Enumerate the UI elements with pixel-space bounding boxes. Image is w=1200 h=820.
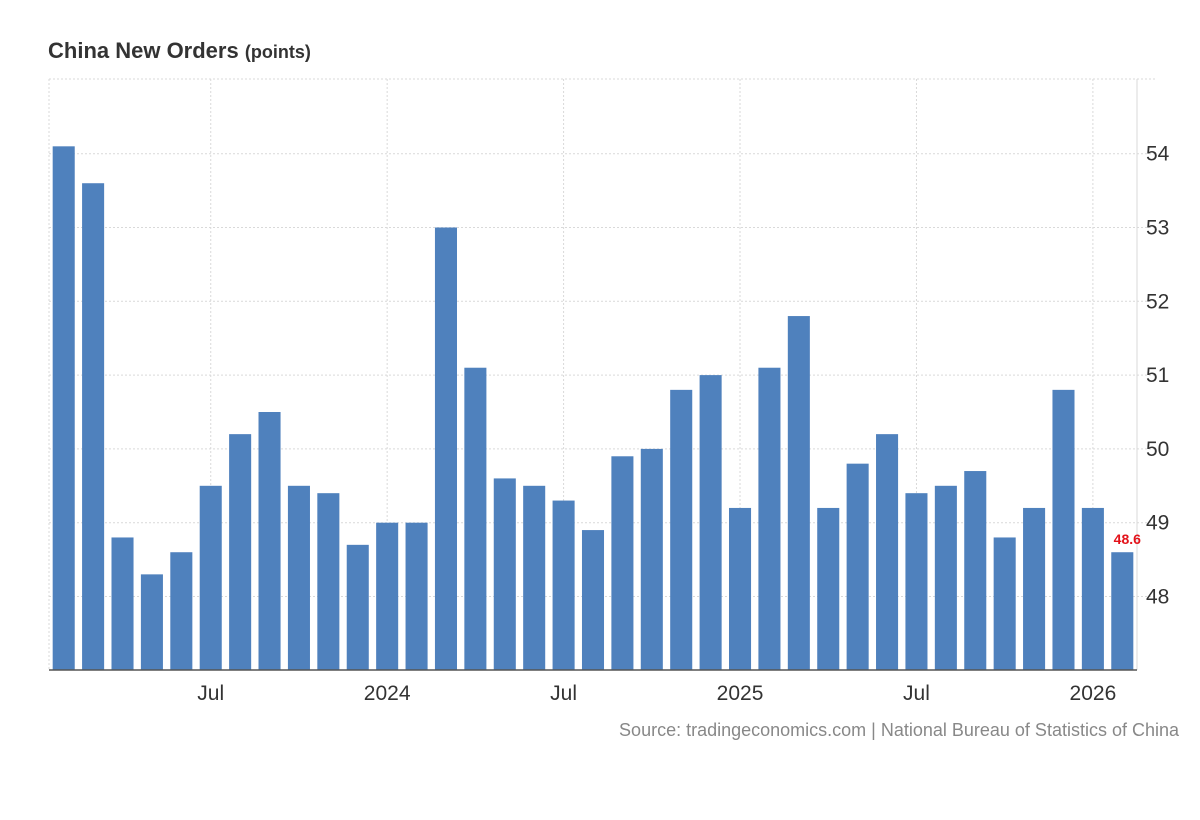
bar-nov-2023: [317, 493, 340, 670]
bar-feb-2023: [52, 146, 75, 670]
bar-nov-2024: [670, 389, 693, 670]
x-tick-label: 2026: [1070, 682, 1117, 705]
x-tick-label: Jul: [197, 682, 224, 705]
bar-jul-2024: [552, 500, 575, 670]
bar-sep-2024: [611, 456, 634, 670]
bar-feb-2024: [405, 522, 428, 670]
bar-oct-2025: [993, 537, 1016, 670]
bar-sep-2023: [258, 412, 281, 670]
y-tick-label: 54: [1146, 143, 1170, 166]
x-tick-label: Jul: [903, 682, 930, 705]
bar-jun-2025: [876, 434, 899, 670]
bar-feb-2026: [1111, 552, 1134, 670]
bar-feb-2025: [758, 367, 781, 670]
bar-may-2024: [493, 478, 516, 670]
x-tick-label: Jul: [550, 682, 577, 705]
bar-dec-2023: [346, 544, 369, 670]
bar-jan-2026: [1081, 507, 1104, 670]
bar-dec-2024: [699, 375, 722, 670]
bar-aug-2025: [934, 485, 957, 670]
y-tick-label: 48: [1146, 586, 1169, 609]
y-tick-label: 53: [1146, 217, 1169, 240]
last-value-label: 48.6: [1114, 531, 1141, 547]
y-tick-label: 50: [1146, 438, 1169, 461]
bar-jul-2025: [905, 493, 928, 670]
bar-aug-2024: [581, 530, 605, 670]
bar-apr-2025: [817, 507, 840, 670]
x-tick-label: 2024: [364, 682, 411, 705]
bar-aug-2023: [229, 434, 252, 670]
chart-title-unit: (points): [244, 42, 311, 62]
chart-title: China New Orders (points): [48, 38, 311, 64]
bar-jan-2024: [376, 522, 399, 670]
bar-nov-2025: [1023, 507, 1046, 670]
bar-dec-2025: [1052, 389, 1075, 670]
bar-oct-2023: [287, 485, 310, 670]
bar-sep-2025: [964, 471, 987, 670]
chart-title-text: China New Orders: [48, 38, 239, 63]
bar-jan-2025: [729, 507, 752, 670]
bar-jun-2023: [170, 552, 193, 670]
bar-may-2023: [140, 574, 163, 670]
y-tick-label: 52: [1146, 290, 1169, 313]
bar-mar-2023: [82, 183, 105, 670]
bar-mar-2025: [787, 316, 810, 670]
bar-oct-2024: [640, 448, 663, 670]
bar-jun-2024: [523, 485, 546, 670]
bar-may-2025: [846, 463, 869, 670]
y-tick-label: 49: [1146, 512, 1169, 535]
bar-mar-2024: [434, 227, 457, 670]
source-credit: Source: tradingeconomics.com | National …: [619, 720, 1179, 740]
bar-apr-2024: [464, 367, 487, 670]
y-tick-label: 51: [1146, 364, 1169, 387]
bar-jul-2023: [199, 485, 222, 670]
bar-apr-2023: [111, 537, 134, 670]
x-tick-label: 2025: [717, 682, 764, 705]
